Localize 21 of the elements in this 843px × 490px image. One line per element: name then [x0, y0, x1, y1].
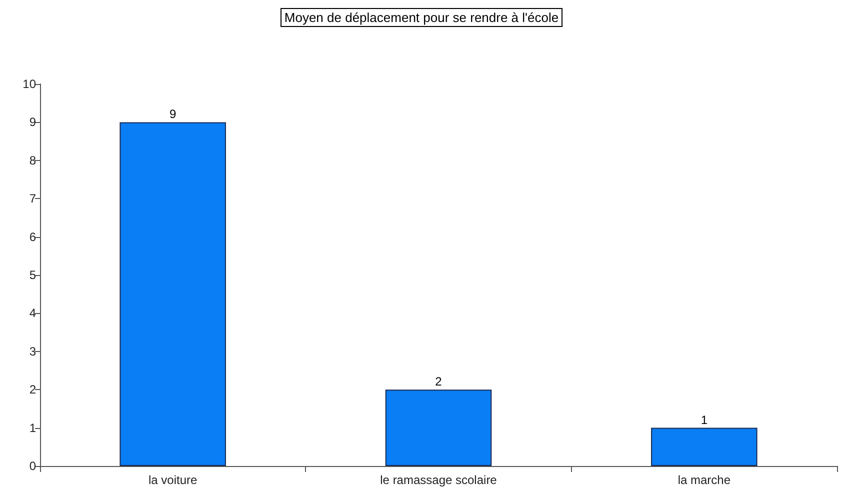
- y-tick-label: 7: [29, 192, 36, 206]
- chart-title: Moyen de déplacement pour se rendre à l'école: [284, 10, 559, 25]
- y-tick-label: 0: [29, 459, 36, 473]
- data-label: 9: [169, 107, 176, 122]
- bar: [120, 122, 226, 466]
- y-tick-label: 9: [29, 115, 36, 130]
- x-tick-label: le ramassage scolaire: [380, 473, 498, 487]
- data-label: 2: [435, 374, 442, 389]
- x-tick-label: la marche: [678, 473, 731, 487]
- y-tick-label: 1: [29, 420, 36, 435]
- y-tick-label: 2: [29, 382, 36, 397]
- y-tick-label: 4: [29, 306, 36, 320]
- data-label: 1: [700, 412, 708, 427]
- y-tick-label: 8: [29, 153, 36, 168]
- y-tick-label: 3: [29, 344, 36, 358]
- bar: [385, 390, 492, 466]
- y-tick-label: 10: [22, 77, 36, 91]
- bar: [651, 428, 758, 466]
- x-tick-label: la voiture: [148, 473, 198, 487]
- y-tick-label: 5: [29, 268, 36, 282]
- y-tick-label: 6: [29, 230, 36, 244]
